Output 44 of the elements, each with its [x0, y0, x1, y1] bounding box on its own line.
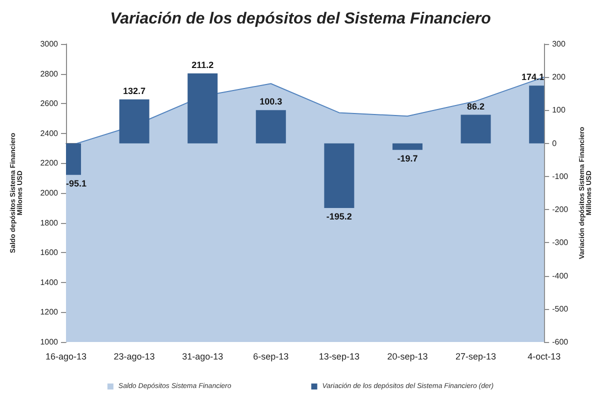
y2-tick-label: 100: [552, 106, 566, 115]
y2-tick-label: -100: [552, 172, 569, 181]
x-tick-label: 13-sep-13: [318, 352, 360, 362]
x-tick-label: 16-ago-13: [45, 352, 87, 362]
y2-tick-label: 200: [552, 72, 566, 82]
bar: [392, 143, 422, 150]
bar: [256, 110, 286, 144]
y-tick-label: 1800: [40, 218, 59, 228]
x-tick-label: 20-sep-13: [387, 352, 428, 362]
bar: [119, 99, 150, 144]
x-tick-label: 4-oct-13: [528, 352, 561, 362]
data-label: -195.2: [326, 211, 352, 222]
y-tick-label: 2400: [40, 128, 59, 138]
data-label: 132.7: [123, 86, 146, 96]
data-label: -95.1: [66, 178, 87, 188]
y-tick-label: 1400: [40, 278, 59, 287]
y-tick-label: 2600: [40, 99, 59, 108]
x-tick-label: 27-sep-13: [456, 352, 496, 362]
y2-tick-label: -300: [552, 238, 569, 248]
data-label: 100.3: [260, 96, 282, 107]
data-label: -19.7: [397, 153, 418, 164]
y-tick-label: 2200: [40, 158, 59, 168]
y-tick-label: 1000: [40, 338, 59, 346]
data-label: 86.2: [467, 101, 485, 112]
y-tick-label: 1200: [40, 308, 59, 317]
x-tick-label: 6-sep-13: [253, 352, 289, 362]
data-label: 174.1: [522, 72, 544, 82]
y-tick-label: 3000: [40, 40, 59, 48]
chart-title: Variación de los depósitos del Sistema Financiero: [110, 10, 492, 28]
y2-tick-label: -500: [552, 304, 569, 314]
y-tick-label: 2800: [40, 69, 59, 78]
bar: [188, 73, 218, 144]
bar: [460, 114, 491, 144]
y-tick-label: 2000: [40, 188, 59, 198]
y2-tick-label: -600: [552, 338, 569, 346]
y2-tick-label: -200: [552, 205, 569, 214]
x-tick-label: 31-ago-13: [182, 352, 224, 362]
y2-tick-label: 300: [552, 40, 566, 48]
y-tick-label: 1600: [40, 248, 59, 258]
y2-tick-label: 0: [552, 138, 558, 148]
y2-tick-label: -400: [552, 271, 569, 280]
bar: [324, 143, 354, 208]
x-tick-label: 23-ago-13: [114, 352, 155, 362]
data-label: 211.2: [192, 60, 214, 70]
